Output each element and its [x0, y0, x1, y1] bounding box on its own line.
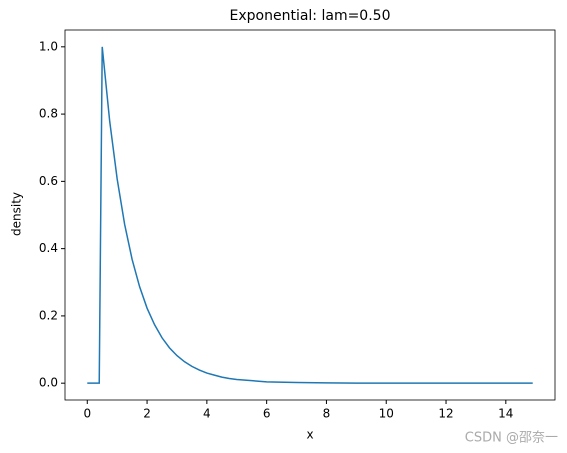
x-tick-label: 8: [323, 407, 331, 421]
line: [87, 46, 533, 384]
y-tick-label: 0.4: [39, 241, 58, 255]
x-tick-label: 10: [379, 407, 394, 421]
x-tick-label: 0: [83, 407, 91, 421]
x-tick-label: 4: [203, 407, 211, 421]
y-tick-label: 0.0: [39, 376, 58, 390]
y-tick-label: 0.8: [39, 107, 58, 121]
x-tick-label: 12: [438, 407, 453, 421]
y-tick-label: 0.6: [39, 174, 58, 188]
x-tick-label: 6: [263, 407, 271, 421]
y-tick-label: 1.0: [39, 39, 58, 53]
x-tick-label: 14: [498, 407, 513, 421]
axes-frame: [64, 29, 556, 401]
y-tick-label: 0.2: [39, 308, 58, 322]
x-axis-label: x: [306, 428, 313, 442]
x-tick-label: 2: [143, 407, 151, 421]
y-axis-label: density: [10, 192, 24, 236]
chart-title: Exponential: lam=0.50: [230, 8, 391, 24]
watermark: CSDN @邵奈一: [465, 431, 558, 446]
